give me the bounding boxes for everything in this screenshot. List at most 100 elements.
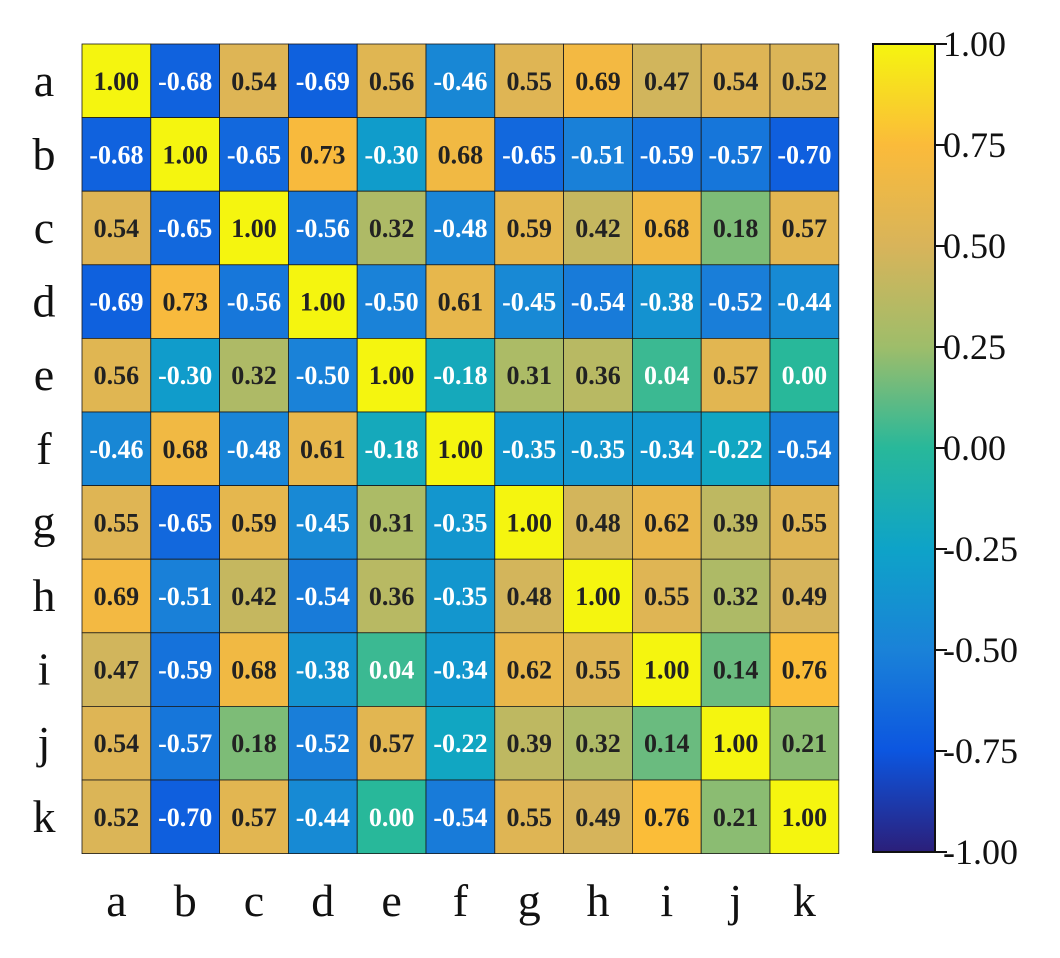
heatmap-cell-a-b — [150, 43, 221, 118]
heatmap-cell-g-c — [219, 485, 289, 560]
heatmap-cell-d-k — [769, 264, 840, 339]
cell-value-label-g-b: -0.65 — [158, 508, 212, 537]
cell-value-label-e-a: 0.56 — [94, 361, 140, 390]
cell-value-label-b-k: -0.70 — [777, 140, 831, 169]
heatmap-cell-g-k — [769, 485, 840, 560]
heatmap-cell-d-g — [494, 264, 564, 339]
cell-value-label-i-j: 0.14 — [713, 656, 759, 685]
cell-value-label-b-f: 0.68 — [438, 140, 484, 169]
cell-value-label-d-d: 1.00 — [300, 288, 346, 317]
heatmap-cell-i-k — [769, 632, 840, 707]
cell-value-label-k-k: 1.00 — [782, 803, 828, 832]
heatmap-cell-c-i — [632, 190, 702, 266]
heatmap-cell-a-j — [700, 43, 771, 118]
cell-value-label-a-j: 0.54 — [713, 67, 759, 96]
heatmap-cell-k-i — [632, 779, 702, 854]
heatmap-cell-f-f — [425, 411, 496, 486]
cell-value-label-b-b: 1.00 — [162, 140, 208, 169]
cell-value-label-g-c: 0.59 — [231, 508, 277, 537]
cell-value-label-k-j: 0.21 — [713, 803, 759, 832]
cell-value-label-k-c: 0.57 — [231, 803, 277, 832]
heatmap-cell-d-i — [632, 264, 702, 339]
heatmap-cell-b-a — [81, 117, 152, 192]
heatmap-cell-a-d — [287, 43, 358, 118]
colorbar-tick-label: -0.75 — [943, 731, 1018, 771]
cell-value-label-f-a: -0.46 — [89, 435, 143, 464]
heatmap-cell-g-j — [700, 485, 771, 560]
heatmap-cell-i-j — [700, 632, 771, 707]
heatmap-cell-e-k — [769, 337, 840, 413]
cell-value-label-k-h: 0.49 — [575, 803, 621, 832]
heatmap-cell-h-a — [81, 558, 152, 634]
cell-value-label-a-k: 0.52 — [782, 67, 828, 96]
heatmap-cell-k-c — [219, 779, 289, 854]
cell-value-label-f-f: 1.00 — [438, 435, 484, 464]
colorbar-bar — [872, 43, 936, 853]
heatmap-cell-b-i — [632, 117, 702, 192]
heatmap-cell-h-k — [769, 558, 840, 634]
heatmap-cell-g-f — [425, 485, 496, 560]
cell-value-label-d-g: -0.45 — [502, 288, 556, 317]
heatmap-cell-f-d — [287, 411, 358, 486]
cell-value-label-e-c: 0.32 — [231, 361, 277, 390]
cell-value-label-i-g: 0.62 — [506, 656, 552, 685]
column-label-f: f — [453, 875, 469, 926]
cell-value-label-e-b: -0.30 — [158, 361, 212, 390]
heatmap-cell-e-i — [632, 337, 702, 413]
cell-value-label-k-d: -0.44 — [296, 803, 350, 832]
cell-value-label-c-f: -0.48 — [433, 214, 487, 243]
cell-value-label-c-h: 0.42 — [575, 214, 621, 243]
cell-value-label-d-k: -0.44 — [777, 288, 831, 317]
heatmap-cell-labels: 1.00 -0.68 0.54 -0.69 0.56 -0.46 0.55 0.69 0.47 0… — [89, 67, 831, 832]
colorbar-tick-label: 0.50 — [943, 226, 1006, 266]
heatmap-cell-a-k — [769, 43, 840, 118]
heatmap-cell-d-f — [425, 264, 496, 339]
cell-value-label-h-i: 0.55 — [644, 582, 690, 611]
cell-value-label-k-f: -0.54 — [433, 803, 487, 832]
cell-value-label-j-f: -0.22 — [433, 729, 487, 758]
colorbar-tick-label: 0.75 — [943, 125, 1006, 165]
cell-value-label-h-h: 1.00 — [575, 582, 621, 611]
heatmap-cell-e-b — [150, 337, 221, 413]
cell-value-label-e-f: -0.18 — [433, 361, 487, 390]
cell-value-label-g-g: 1.00 — [506, 508, 552, 537]
cell-value-label-i-a: 0.47 — [94, 656, 140, 685]
heatmap-cell-c-e — [356, 190, 427, 266]
heatmap-cell-k-j — [700, 779, 771, 854]
heatmap-cell-g-g — [494, 485, 564, 560]
cell-value-label-e-e: 1.00 — [369, 361, 415, 390]
cell-value-label-b-g: -0.65 — [502, 140, 556, 169]
row-label-c: c — [34, 202, 54, 253]
colorbar-tick-label: -0.50 — [943, 630, 1018, 670]
column-label-a: a — [106, 875, 126, 926]
heatmap-cell-j-k — [769, 706, 840, 781]
heatmap-cell-k-k — [769, 779, 840, 854]
cell-value-label-c-e: 0.32 — [369, 214, 415, 243]
heatmap-cell-h-d — [287, 558, 358, 634]
cell-value-label-d-h: -0.54 — [571, 288, 625, 317]
heatmap-cell-c-c — [219, 190, 289, 266]
column-label-h: h — [587, 875, 610, 926]
column-label-k: k — [793, 875, 816, 926]
cell-value-label-c-g: 0.59 — [506, 214, 552, 243]
cell-value-label-e-g: 0.31 — [506, 361, 552, 390]
cell-value-label-h-f: -0.35 — [433, 582, 487, 611]
cell-value-label-f-b: 0.68 — [162, 435, 208, 464]
cell-value-label-g-j: 0.39 — [713, 508, 759, 537]
heatmap-cell-a-f — [425, 43, 496, 118]
cell-value-label-j-e: 0.57 — [369, 729, 415, 758]
cell-value-label-g-f: -0.35 — [433, 508, 487, 537]
heatmap-cell-g-a — [81, 485, 152, 560]
heatmap-cell-k-f — [425, 779, 496, 854]
heatmap-cell-e-e — [356, 337, 427, 413]
cell-value-label-b-c: -0.65 — [227, 140, 281, 169]
cell-value-label-d-b: 0.73 — [162, 288, 208, 317]
cell-value-label-h-d: -0.54 — [296, 582, 350, 611]
heatmap-cell-b-j — [700, 117, 771, 192]
heatmap-cell-c-a — [81, 190, 152, 266]
cell-value-label-c-c: 1.00 — [231, 214, 277, 243]
heatmap-cell-d-e — [356, 264, 427, 339]
heatmap-cell-h-b — [150, 558, 221, 634]
